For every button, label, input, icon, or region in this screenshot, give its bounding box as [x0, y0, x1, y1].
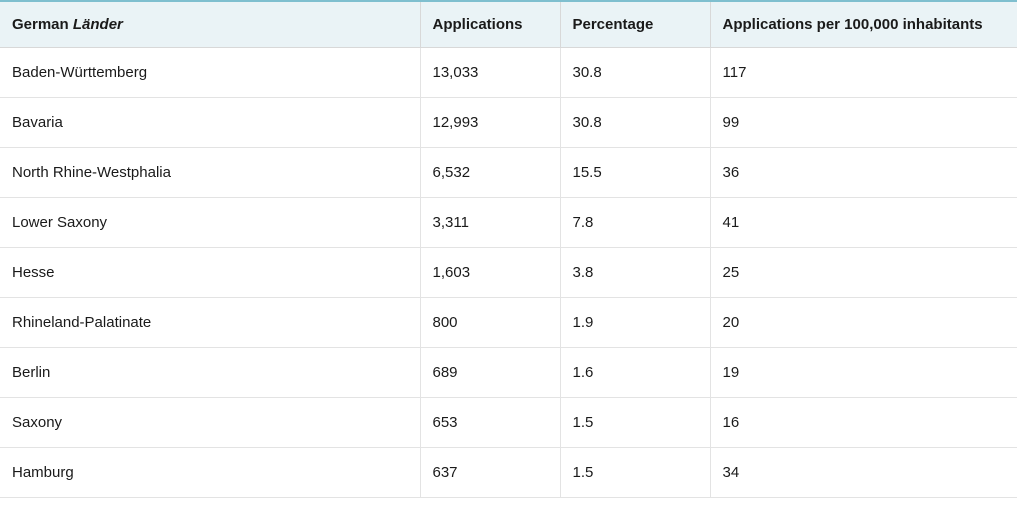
cell-per100k: 25: [710, 248, 1017, 298]
cell-applications: 1,603: [420, 248, 560, 298]
cell-percentage: 3.8: [560, 248, 710, 298]
data-table-container: German Länder Applications Percentage Ap…: [0, 0, 1017, 498]
table-header-row: German Länder Applications Percentage Ap…: [0, 1, 1017, 48]
cell-per100k: 20: [710, 298, 1017, 348]
cell-percentage: 1.9: [560, 298, 710, 348]
table-header: German Länder Applications Percentage Ap…: [0, 1, 1017, 48]
cell-percentage: 1.5: [560, 398, 710, 448]
cell-applications: 800: [420, 298, 560, 348]
cell-per100k: 99: [710, 98, 1017, 148]
cell-percentage: 1.6: [560, 348, 710, 398]
table-row: Rhineland-Palatinate8001.920: [0, 298, 1017, 348]
cell-applications: 12,993: [420, 98, 560, 148]
table-row: North Rhine-Westphalia6,53215.536: [0, 148, 1017, 198]
cell-region: Bavaria: [0, 98, 420, 148]
cell-region: Baden-Württemberg: [0, 48, 420, 98]
cell-per100k: 41: [710, 198, 1017, 248]
cell-region: Hamburg: [0, 448, 420, 498]
cell-applications: 3,311: [420, 198, 560, 248]
cell-per100k: 34: [710, 448, 1017, 498]
cell-percentage: 30.8: [560, 98, 710, 148]
col-header-region-italic: Länder: [73, 16, 123, 33]
table-body: Baden-Württemberg13,03330.8117Bavaria12,…: [0, 48, 1017, 498]
cell-per100k: 36: [710, 148, 1017, 198]
col-header-applications: Applications: [420, 1, 560, 48]
col-header-per100k: Applications per 100,000 inhabitants: [710, 1, 1017, 48]
cell-region: Hesse: [0, 248, 420, 298]
col-header-region: German Länder: [0, 1, 420, 48]
col-header-percentage: Percentage: [560, 1, 710, 48]
table-row: Lower Saxony3,3117.841: [0, 198, 1017, 248]
col-header-region-pre: German: [12, 16, 73, 33]
table-row: Saxony6531.516: [0, 398, 1017, 448]
cell-region: Lower Saxony: [0, 198, 420, 248]
cell-percentage: 30.8: [560, 48, 710, 98]
cell-percentage: 7.8: [560, 198, 710, 248]
cell-applications: 637: [420, 448, 560, 498]
table-row: Bavaria12,99330.899: [0, 98, 1017, 148]
table-row: Hesse1,6033.825: [0, 248, 1017, 298]
cell-percentage: 1.5: [560, 448, 710, 498]
cell-applications: 689: [420, 348, 560, 398]
cell-per100k: 16: [710, 398, 1017, 448]
cell-applications: 653: [420, 398, 560, 448]
table-row: Baden-Württemberg13,03330.8117: [0, 48, 1017, 98]
table-row: Hamburg6371.534: [0, 448, 1017, 498]
cell-applications: 6,532: [420, 148, 560, 198]
data-table: German Länder Applications Percentage Ap…: [0, 0, 1017, 498]
cell-region: North Rhine-Westphalia: [0, 148, 420, 198]
cell-per100k: 19: [710, 348, 1017, 398]
cell-region: Saxony: [0, 398, 420, 448]
table-row: Berlin6891.619: [0, 348, 1017, 398]
cell-region: Berlin: [0, 348, 420, 398]
cell-applications: 13,033: [420, 48, 560, 98]
cell-percentage: 15.5: [560, 148, 710, 198]
cell-per100k: 117: [710, 48, 1017, 98]
cell-region: Rhineland-Palatinate: [0, 298, 420, 348]
